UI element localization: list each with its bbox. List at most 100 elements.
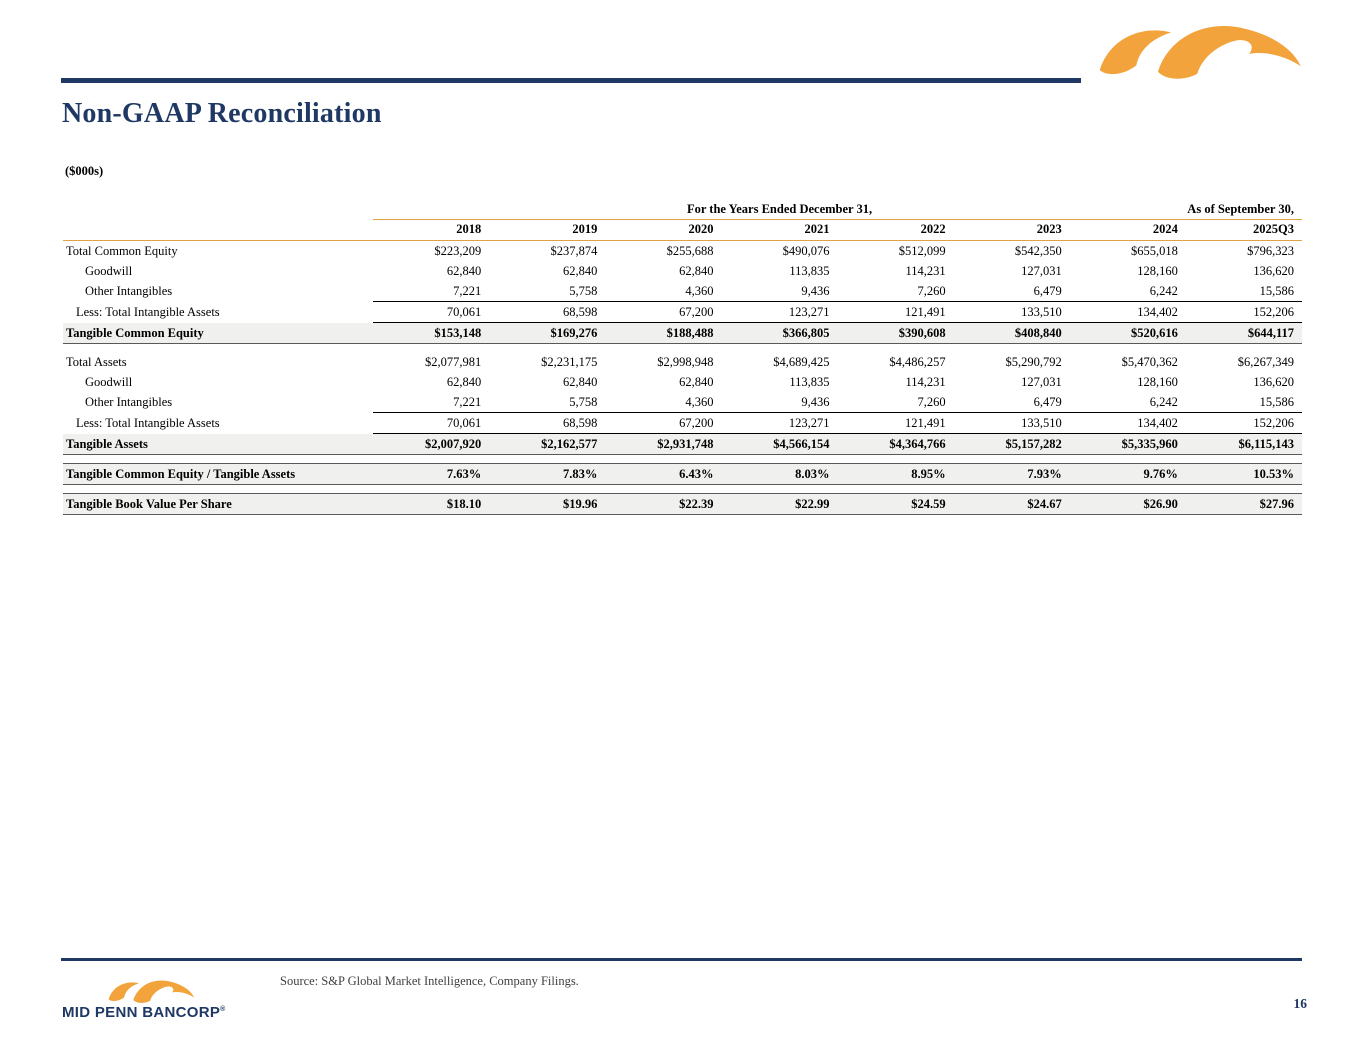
table-row: Less: Total Intangible Assets 70,061 68,59… (63, 412, 1302, 434)
table-row: Total Common Equity $223,209 $237,874 $255,… (63, 241, 1302, 262)
group-header-row: For the Years Ended December 31, As of Se… (63, 202, 1302, 220)
table-row: Tangible Common Equity / Tangible Assets… (63, 463, 1302, 485)
row-label: Goodwill (85, 263, 133, 278)
top-divider (61, 78, 1081, 83)
value-cell: 127,031 (1021, 263, 1062, 278)
non-gaap-reconciliation-table: For the Years Ended December 31, As of Se… (63, 202, 1302, 515)
value-cell: 6.43% (605, 463, 722, 485)
table-head: For the Years Ended December 31, As of Se… (63, 202, 1302, 241)
value-cell: $18.10 (373, 493, 490, 515)
value-cell: 121,491 (837, 301, 954, 323)
value-cell: $153,148 (373, 322, 490, 344)
row-label: Less: Total Intangible Assets (76, 305, 220, 319)
value-cell: $512,099 (898, 243, 946, 258)
value-cell: 9.76% (1069, 463, 1186, 485)
row-label: Tangible Common Equity (63, 322, 374, 344)
value-cell: $223,209 (434, 243, 482, 258)
value-cell: 62,840 (679, 263, 714, 278)
value-cell: 67,200 (605, 412, 722, 434)
spacer-row (63, 454, 1302, 464)
value-cell: 127,031 (1021, 374, 1062, 389)
footer-brand: MID PENN BANCORP® (62, 980, 242, 1021)
row-label: Tangible Common Equity / Tangible Assets (63, 463, 374, 485)
value-cell: $24.59 (837, 493, 954, 515)
value-cell: 133,510 (953, 301, 1070, 323)
year-header: 2021 (721, 219, 838, 241)
year-header: 2025Q3 (1185, 219, 1302, 241)
value-cell: 136,620 (1253, 374, 1294, 389)
value-cell: 128,160 (1137, 374, 1178, 389)
value-cell: 5,758 (489, 392, 606, 413)
value-cell: $6,267,349 (1237, 354, 1294, 369)
value-cell: $408,840 (953, 322, 1070, 344)
value-cell: 68,598 (489, 301, 606, 323)
value-cell: 4,360 (605, 392, 722, 413)
year-header-spacer (63, 219, 374, 241)
spacer-row (63, 343, 1302, 352)
value-cell: 68,598 (489, 412, 606, 434)
value-cell: 152,206 (1185, 301, 1302, 323)
row-label: Tangible Book Value Per Share (63, 493, 374, 515)
table-row: Other Intangibles 7,221 5,758 4,360 9,436 7,2… (63, 392, 1302, 413)
value-cell: $188,488 (605, 322, 722, 344)
value-cell: 7,221 (373, 281, 490, 302)
table-body: Total Common Equity $223,209 $237,874 $255,… (63, 241, 1302, 515)
value-cell: 4,360 (605, 281, 722, 302)
value-cell: 134,402 (1069, 301, 1186, 323)
table-row: Goodwill 62,840 62,840 62,840 113,835 114,231… (63, 261, 1302, 281)
value-cell: 123,271 (721, 412, 838, 434)
table-row: Tangible Common Equity $153,148 $169,276 $1… (63, 322, 1302, 344)
year-header: 2022 (837, 219, 954, 241)
value-cell: $4,364,766 (837, 433, 954, 455)
value-cell: $2,077,981 (425, 354, 482, 369)
row-label: Less: Total Intangible Assets (76, 416, 220, 430)
value-cell: $2,231,175 (541, 354, 598, 369)
table-row: Total Assets $2,077,981 $2,231,175 $2,998,9… (63, 352, 1302, 372)
mid-penn-wave-logo-icon (1099, 26, 1301, 79)
value-cell: $2,007,920 (373, 433, 490, 455)
value-cell: $644,117 (1185, 322, 1302, 344)
row-label: Total Common Equity (66, 243, 178, 258)
value-cell: 6,242 (1069, 281, 1186, 302)
row-label: Total Assets (66, 354, 127, 369)
value-cell: $22.39 (605, 493, 722, 515)
value-cell: 62,840 (563, 374, 598, 389)
units-label: ($000s) (65, 164, 104, 178)
value-cell: 10.53% (1185, 463, 1302, 485)
value-cell: $390,608 (837, 322, 954, 344)
value-cell: $366,805 (721, 322, 838, 344)
trademark-symbol: ® (220, 1006, 226, 1013)
value-cell: $490,076 (782, 243, 830, 258)
value-cell: $5,157,282 (953, 433, 1070, 455)
value-cell: 128,160 (1137, 263, 1178, 278)
row-label: Goodwill (85, 374, 133, 389)
value-cell: 62,840 (679, 374, 714, 389)
value-cell: 7,221 (373, 392, 490, 413)
value-cell: 121,491 (837, 412, 954, 434)
value-cell: 67,200 (605, 301, 722, 323)
value-cell: 8.95% (837, 463, 954, 485)
year-header: 2019 (489, 219, 606, 241)
value-cell: 6,479 (953, 281, 1070, 302)
value-cell: 133,510 (953, 412, 1070, 434)
value-cell: 70,061 (373, 412, 490, 434)
year-header: 2024 (1069, 219, 1186, 241)
table-row: Tangible Assets $2,007,920 $2,162,577 $2,93… (63, 433, 1302, 455)
value-cell: 113,835 (789, 374, 830, 389)
value-cell: $4,689,425 (773, 354, 830, 369)
value-cell: 15,586 (1185, 392, 1302, 413)
page-number: 16 (1293, 996, 1308, 1011)
value-cell: $169,276 (489, 322, 606, 344)
value-cell: $26.90 (1069, 493, 1186, 515)
value-cell: $237,874 (550, 243, 598, 258)
column-group-header: For the Years Ended December 31, (373, 202, 1186, 220)
value-cell: $542,350 (1014, 243, 1062, 258)
value-cell: 8.03% (721, 463, 838, 485)
value-cell: 6,242 (1069, 392, 1186, 413)
page-title: Non-GAAP Reconciliation (62, 98, 382, 129)
value-cell: $2,931,748 (605, 433, 722, 455)
value-cell: $6,115,143 (1185, 433, 1302, 455)
value-cell: $5,470,362 (1121, 354, 1178, 369)
spacer-row (63, 484, 1302, 494)
table-row: Tangible Book Value Per Share $18.10 $19.9… (63, 493, 1302, 515)
